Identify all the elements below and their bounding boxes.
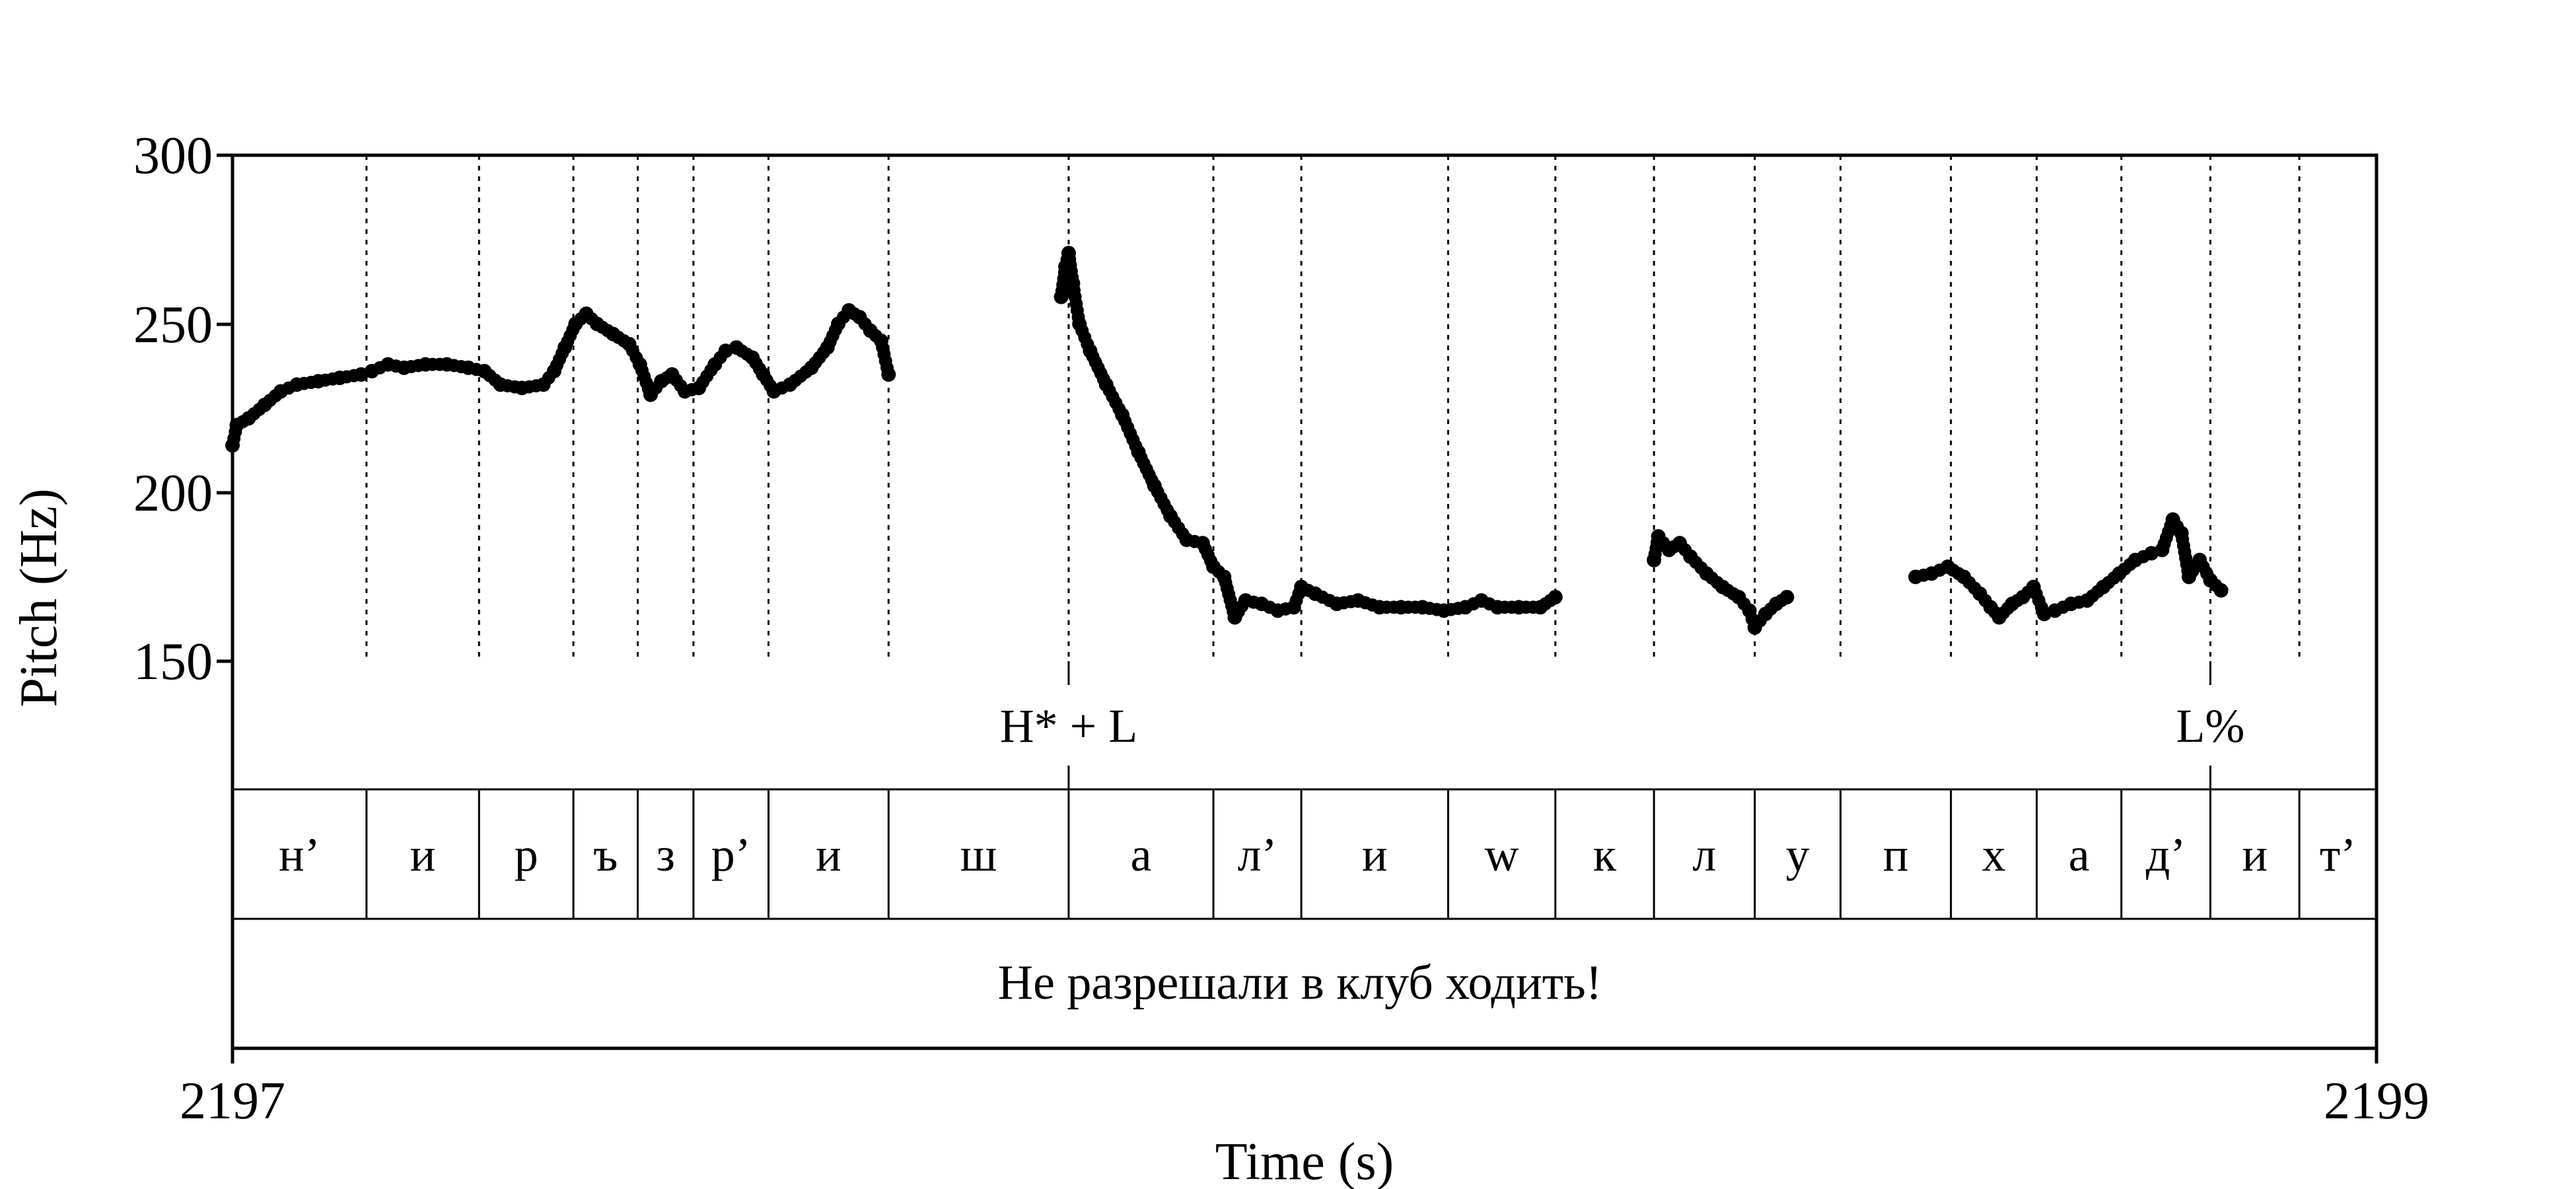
tone-tier: H* + L L% [1000, 661, 2244, 789]
segment-tier: н’ и р ъ з р’ и ш а л’ и w к л у п х а д’ и т’ [279, 828, 2356, 881]
x-axis-title: Time (s) [1215, 1133, 1394, 1189]
segment-label: р [515, 828, 538, 881]
figure-frame [231, 153, 2379, 1050]
segment-label: к [1593, 828, 1617, 881]
tone-label: H* + L [1000, 700, 1138, 752]
segment-label: л’ [1238, 828, 1277, 881]
y-axis-title: Pitch (Hz) [10, 488, 68, 707]
x-tick-label-2199: 2199 [2324, 1072, 2429, 1130]
sentence-label: Не разрешали в клуб ходить! [998, 956, 1602, 1010]
x-tick-label-2197: 2197 [180, 1072, 285, 1130]
segment-label: и [1362, 828, 1388, 881]
segment-label: ш [960, 828, 997, 881]
pitch-point [1779, 589, 1795, 604]
tone-label: L% [2176, 700, 2244, 752]
segment-label: д’ [2146, 828, 2186, 881]
y-tick-label-300: 300 [133, 127, 213, 185]
y-tick-label-150: 150 [133, 633, 213, 691]
segment-label: р’ [711, 828, 751, 881]
segment-label: и [816, 828, 841, 881]
segment-label: и [410, 828, 436, 881]
pitch-point [881, 367, 896, 382]
segment-label: з [656, 828, 674, 881]
segment-label: п [1883, 828, 1909, 881]
pitch-points [225, 246, 2229, 635]
segment-label: т’ [2320, 828, 2356, 881]
pitch-point [1548, 589, 1563, 604]
y-tick-label-250: 250 [133, 296, 213, 354]
pitch-point [2213, 583, 2229, 598]
segment-label: w [1485, 828, 1519, 881]
y-tick-labels: 300 250 200 150 [133, 127, 213, 691]
y-ticks [217, 153, 233, 663]
segment-label: л [1692, 828, 1716, 881]
segment-label: н’ [279, 828, 320, 881]
segment-label: а [1131, 828, 1152, 881]
segment-label: и [2242, 828, 2268, 881]
segment-label: у [1786, 828, 1810, 881]
x-ticks [231, 1048, 2379, 1063]
segment-label: х [1982, 828, 2006, 881]
segment-label: а [2069, 828, 2090, 881]
segment-label: ъ [593, 828, 618, 881]
segment-boundaries [365, 155, 2301, 919]
y-tick-label-200: 200 [133, 464, 213, 522]
